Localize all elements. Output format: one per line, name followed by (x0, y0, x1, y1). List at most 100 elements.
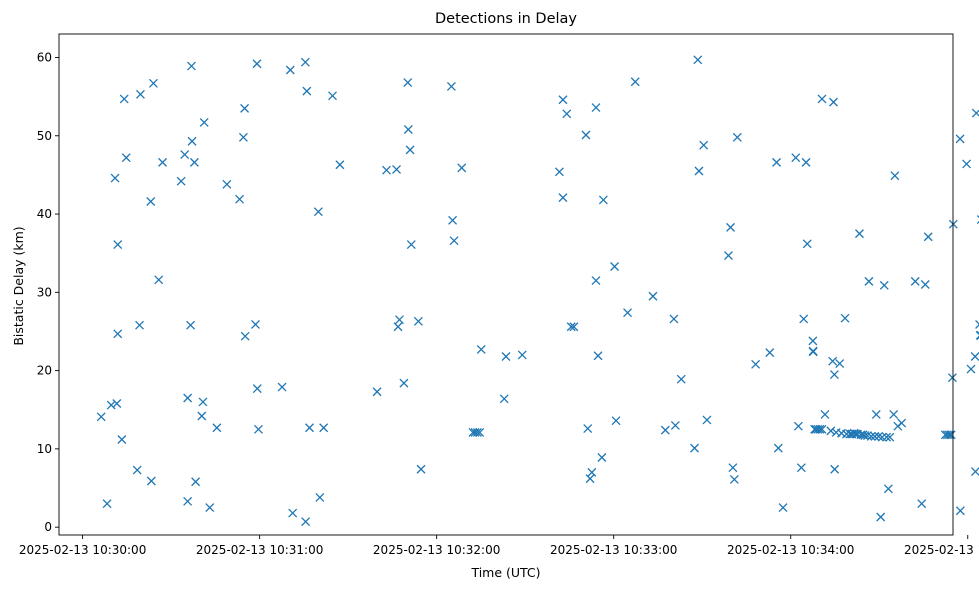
data-point (942, 430, 952, 440)
data-point (693, 55, 703, 65)
data-point (305, 423, 314, 433)
data-point (817, 424, 827, 434)
data-point (694, 166, 704, 176)
data-point (879, 280, 889, 290)
data-point (855, 229, 864, 239)
data-point (121, 153, 131, 163)
data-point (676, 374, 686, 384)
data-point (796, 463, 806, 473)
data-point (889, 409, 899, 419)
data-point (252, 59, 262, 69)
y-tick-label: 50 (37, 129, 52, 143)
data-point (835, 359, 845, 369)
data-point (113, 240, 123, 250)
data-point (702, 415, 712, 425)
data-point (910, 276, 920, 286)
data-point (976, 330, 979, 340)
data-point (313, 207, 323, 217)
data-point (890, 171, 900, 181)
data-point (117, 435, 127, 444)
data-point (199, 117, 209, 127)
data-point (866, 431, 876, 441)
data-point (885, 432, 895, 442)
y-axis-label: Bistatic Delay (km) (11, 226, 26, 345)
data-point (871, 409, 881, 419)
data-point (897, 418, 907, 428)
y-tick-label: 60 (37, 50, 52, 64)
data-point (802, 239, 812, 249)
data-point (110, 173, 120, 183)
data-point (751, 359, 761, 369)
data-point (448, 215, 458, 225)
data-point (392, 164, 401, 174)
x-tick-label: 2025-02-13 10:34:00 (727, 543, 854, 557)
data-point (212, 423, 222, 433)
data-point (335, 160, 345, 170)
data-point (399, 378, 409, 388)
data-point (828, 356, 838, 366)
data-point (962, 159, 972, 169)
data-point (610, 262, 620, 271)
data-point (591, 276, 601, 286)
data-point (591, 103, 601, 113)
data-point (403, 125, 413, 134)
data-point (732, 132, 742, 142)
data-point (499, 394, 509, 404)
data-point (975, 319, 979, 329)
data-point (778, 503, 788, 513)
data-point (475, 427, 485, 437)
data-point (300, 57, 310, 67)
data-point (585, 474, 595, 484)
data-point (799, 314, 809, 324)
data-point (923, 232, 933, 242)
data-point (413, 316, 423, 326)
data-point (476, 345, 486, 354)
data-point (135, 89, 145, 99)
data-point (726, 222, 735, 232)
data-point (815, 424, 825, 434)
y-axis-ticks: 0 10 20 30 40 50 60 (37, 50, 59, 534)
data-point (583, 424, 593, 433)
x-tick-label: 2025-02-13 10:35:00 (904, 543, 979, 557)
data-point (235, 194, 245, 204)
data-points (96, 55, 979, 527)
data-point (817, 94, 827, 104)
data-point (793, 421, 803, 431)
data-point (611, 416, 621, 426)
data-point (146, 197, 156, 206)
data-point (826, 426, 836, 436)
x-tick-label: 2025-02-13 10:33:00 (550, 543, 677, 557)
chart-title: Detections in Delay (435, 11, 577, 27)
data-point (569, 322, 579, 332)
data-point (808, 336, 818, 346)
data-point (971, 108, 979, 118)
data-point (813, 424, 823, 434)
data-point (405, 145, 415, 155)
data-point (917, 499, 927, 509)
x-axis-ticks: 2025-02-13 10:30:00 2025-02-13 10:31:00 20… (19, 535, 979, 557)
data-point (112, 399, 122, 408)
data-point (176, 176, 186, 186)
x-tick-label: 2025-02-13 10:30:00 (19, 543, 146, 557)
data-point (240, 331, 250, 341)
data-point (189, 157, 199, 167)
data-point (554, 167, 564, 177)
data-point (562, 109, 572, 119)
data-point (670, 420, 680, 430)
data-point (829, 97, 838, 107)
data-point (148, 78, 158, 88)
data-point (146, 476, 156, 486)
y-tick-label: 30 (37, 285, 52, 299)
data-point (252, 384, 262, 394)
data-point (840, 313, 850, 323)
data-point (581, 130, 591, 140)
data-point (882, 432, 892, 442)
data-point (955, 506, 965, 516)
data-point (449, 236, 459, 246)
data-point (113, 329, 123, 339)
data-point (180, 150, 190, 160)
data-point (876, 512, 886, 522)
data-point (864, 276, 874, 286)
data-point (946, 430, 956, 440)
